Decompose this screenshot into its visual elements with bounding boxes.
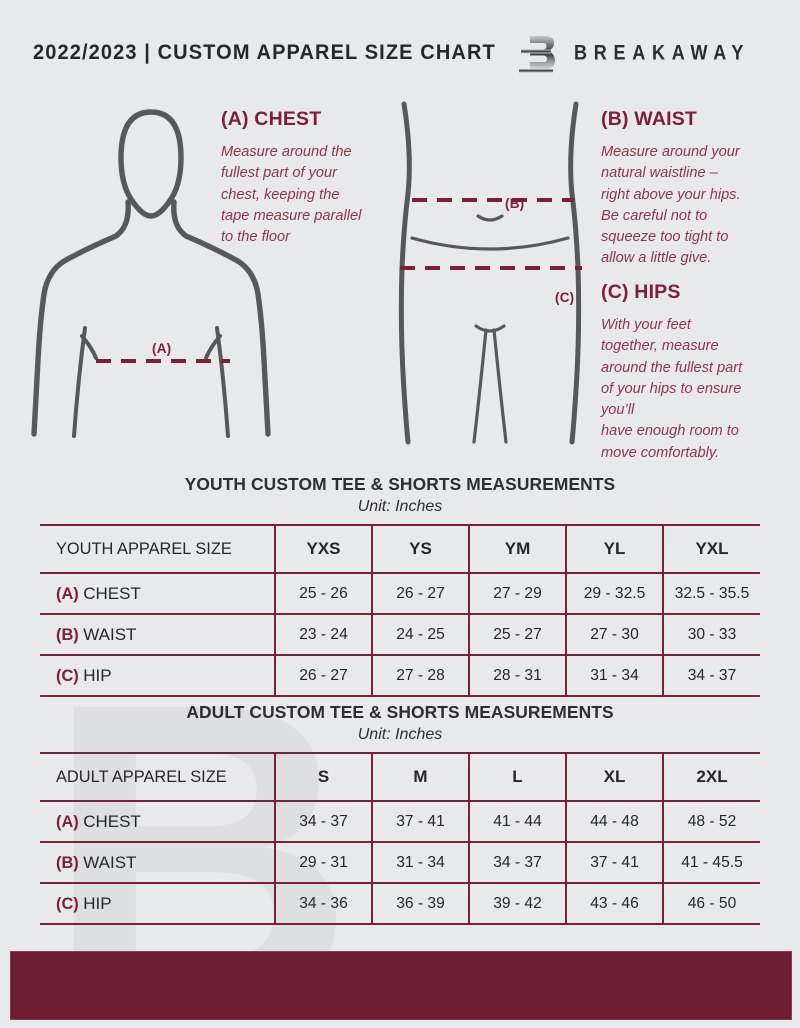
page-title: 2022/2023 | CUSTOM APPAREL SIZE CHART — [33, 40, 496, 64]
youth-size-table: YOUTH APPAREL SIZE YXS YS YM YL YXL (A) … — [40, 524, 760, 697]
adult-section-title: ADULT CUSTOM TEE & SHORTS MEASUREMENTS — [186, 702, 614, 722]
youth-row-label-hip: (C) HIP — [40, 654, 275, 697]
adult-chest-l: 41 - 44 — [468, 800, 566, 843]
lower-body-figure-icon — [398, 101, 582, 445]
info-block-chest: (A) CHEST Measure around the fullest par… — [221, 108, 401, 248]
youth-section-title: YOUTH CUSTOM TEE & SHORTS MEASUREMENTS — [184, 474, 616, 494]
adult-size-header-4: 2XL — [662, 752, 760, 802]
brand-lockup: BREAKAWAY — [518, 31, 770, 75]
youth-row-tag-waist: (B) — [56, 625, 79, 644]
youth-size-header-3: YL — [565, 524, 663, 574]
adult-row-label-waist: (B) WAIST — [40, 841, 275, 884]
adult-waist-xl: 37 - 41 — [565, 841, 663, 884]
table-row: (A) CHEST 25 - 26 26 - 27 27 - 29 29 - 3… — [40, 572, 760, 615]
youth-section-unit: Unit: Inches — [357, 498, 443, 515]
table-row: (B) WAIST 23 - 24 24 - 25 25 - 27 27 - 3… — [40, 613, 760, 656]
youth-size-header-2: YM — [468, 524, 566, 574]
youth-size-header-4: YXL — [662, 524, 760, 574]
chest-measure-label: (A) — [152, 341, 172, 356]
youth-chest-ys: 26 - 27 — [371, 572, 469, 615]
youth-hip-yl: 31 - 34 — [565, 654, 663, 697]
adult-chest-xl: 44 - 48 — [565, 800, 663, 843]
adult-hip-s: 34 - 36 — [274, 882, 372, 925]
adult-hip-l: 39 - 42 — [468, 882, 566, 925]
adult-hip-2xl: 46 - 50 — [662, 882, 760, 925]
adult-section: ADULT CUSTOM TEE & SHORTS MEASUREMENTS U… — [40, 702, 760, 925]
youth-chest-yxl: 32.5 - 35.5 — [662, 572, 760, 615]
youth-row-name-chest: CHEST — [83, 583, 141, 603]
info-heading-hips: (C) HIPS — [601, 281, 681, 303]
youth-chest-ym: 27 - 29 — [468, 572, 566, 615]
youth-size-header-0: YXS — [274, 524, 372, 574]
hips-measure-label: (C) — [555, 290, 575, 305]
footer-bar — [10, 951, 792, 1020]
youth-row-tag-hip: (C) — [56, 666, 79, 685]
adult-chest-m: 37 - 41 — [371, 800, 469, 843]
youth-row-header-label: YOUTH APPAREL SIZE — [40, 524, 275, 574]
youth-row-name-hip: HIP — [83, 665, 112, 685]
adult-table-header-row: ADULT APPAREL SIZE S M L XL 2XL — [40, 752, 760, 802]
youth-waist-yl: 27 - 30 — [565, 613, 663, 656]
info-block-waist: (B) WAIST Measure around your natural wa… — [601, 108, 781, 270]
adult-chest-s: 34 - 37 — [274, 800, 372, 843]
adult-waist-s: 29 - 31 — [274, 841, 372, 884]
measurement-diagrams: (A) (B) (C) — [0, 92, 800, 472]
adult-size-header-1: M — [371, 752, 469, 802]
youth-waist-yxs: 23 - 24 — [274, 613, 372, 656]
adult-row-name-waist: WAIST — [83, 852, 137, 872]
adult-size-header-0: S — [274, 752, 372, 802]
adult-row-tag-waist: (B) — [56, 853, 79, 872]
table-row: (C) HIP 26 - 27 27 - 28 28 - 31 31 - 34 … — [40, 654, 760, 697]
youth-row-label-chest: (A) CHEST — [40, 572, 275, 615]
table-row: (C) HIP 34 - 36 36 - 39 39 - 42 43 - 46 … — [40, 882, 760, 925]
adult-size-header-2: L — [468, 752, 566, 802]
adult-hip-m: 36 - 39 — [371, 882, 469, 925]
youth-chest-yl: 29 - 32.5 — [565, 572, 663, 615]
youth-waist-ys: 24 - 25 — [371, 613, 469, 656]
youth-chest-yxs: 25 - 26 — [274, 572, 372, 615]
adult-row-tag-hip: (C) — [56, 894, 79, 913]
adult-row-header-label: ADULT APPAREL SIZE — [40, 752, 275, 802]
adult-section-unit: Unit: Inches — [357, 726, 443, 743]
adult-row-name-chest: CHEST — [83, 811, 141, 831]
youth-row-label-waist: (B) WAIST — [40, 613, 275, 656]
adult-size-table: ADULT APPAREL SIZE S M L XL 2XL (A) CHES… — [40, 752, 760, 925]
youth-hip-ys: 27 - 28 — [371, 654, 469, 697]
adult-hip-xl: 43 - 46 — [565, 882, 663, 925]
info-body-chest: Measure around the fullest part of your … — [221, 144, 362, 246]
info-block-hips: (C) HIPS With your feet together, measur… — [601, 281, 781, 464]
table-row: (A) CHEST 34 - 37 37 - 41 41 - 44 44 - 4… — [40, 800, 760, 843]
youth-size-header-1: YS — [371, 524, 469, 574]
youth-row-name-waist: WAIST — [83, 624, 137, 644]
adult-row-label-hip: (C) HIP — [40, 882, 275, 925]
youth-hip-ym: 28 - 31 — [468, 654, 566, 697]
youth-waist-ym: 25 - 27 — [468, 613, 566, 656]
adult-size-header-3: XL — [565, 752, 663, 802]
upper-body-figure-icon — [31, 109, 271, 438]
breakaway-b-monogram-icon — [519, 36, 556, 73]
info-body-hips: With your feet together, measure around … — [601, 317, 743, 461]
adult-row-tag-chest: (A) — [56, 812, 79, 831]
brand-wordmark: BREAKAWAY — [574, 40, 751, 65]
table-row: (B) WAIST 29 - 31 31 - 34 34 - 37 37 - 4… — [40, 841, 760, 884]
adult-waist-2xl: 41 - 45.5 — [662, 841, 760, 884]
adult-row-name-hip: HIP — [83, 893, 112, 913]
youth-row-tag-chest: (A) — [56, 584, 79, 603]
youth-section: YOUTH CUSTOM TEE & SHORTS MEASUREMENTS U… — [40, 474, 760, 697]
adult-waist-l: 34 - 37 — [468, 841, 566, 884]
info-body-waist: Measure around your natural waistline – … — [601, 144, 741, 267]
info-heading-chest: (A) CHEST — [221, 108, 322, 130]
adult-row-label-chest: (A) CHEST — [40, 800, 275, 843]
info-heading-waist: (B) WAIST — [601, 108, 698, 130]
youth-waist-yxl: 30 - 33 — [662, 613, 760, 656]
youth-hip-yxl: 34 - 37 — [662, 654, 760, 697]
youth-hip-yxs: 26 - 27 — [274, 654, 372, 697]
page-header: 2022/2023 | CUSTOM APPAREL SIZE CHART BR… — [0, 0, 800, 92]
adult-waist-m: 31 - 34 — [371, 841, 469, 884]
youth-table-header-row: YOUTH APPAREL SIZE YXS YS YM YL YXL — [40, 524, 760, 574]
waist-measure-label: (B) — [505, 196, 525, 211]
adult-chest-2xl: 48 - 52 — [662, 800, 760, 843]
